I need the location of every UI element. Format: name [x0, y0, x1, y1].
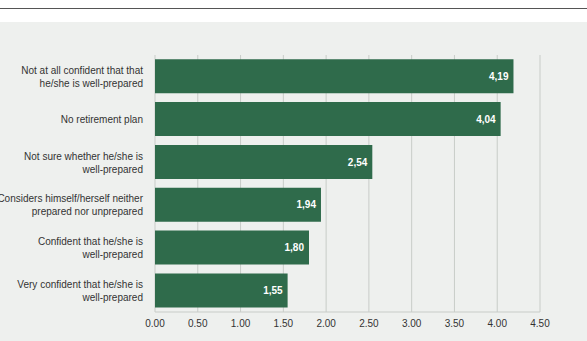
- svg-text:Not at all confident that that: Not at all confident that thathe/she is …: [21, 65, 143, 89]
- svg-text:4,19: 4,19: [489, 71, 509, 82]
- svg-text:Not sure whether he/she iswell: Not sure whether he/she iswell-prepared: [24, 151, 143, 175]
- svg-text:0.50: 0.50: [188, 318, 208, 329]
- svg-text:1,55: 1,55: [263, 285, 283, 296]
- svg-text:1.00: 1.00: [231, 318, 251, 329]
- svg-text:2,54: 2,54: [348, 157, 368, 168]
- svg-text:No retirement plan: No retirement plan: [61, 114, 143, 125]
- svg-text:Considers himself/herself neit: Considers himself/herself neitherprepare…: [8, 193, 144, 217]
- svg-text:1,94: 1,94: [297, 199, 317, 210]
- svg-text:4.00: 4.00: [487, 318, 507, 329]
- svg-text:4.50: 4.50: [530, 318, 550, 329]
- svg-text:2.50: 2.50: [359, 318, 379, 329]
- svg-text:4,04: 4,04: [476, 114, 496, 125]
- svg-text:1.50: 1.50: [274, 318, 294, 329]
- svg-text:2.00: 2.00: [316, 318, 336, 329]
- svg-text:1,80: 1,80: [285, 242, 305, 253]
- svg-text:3.50: 3.50: [445, 318, 465, 329]
- svg-text:Confident that he/she iswell-p: Confident that he/she iswell-prepared: [38, 236, 143, 260]
- svg-text:3.00: 3.00: [402, 318, 422, 329]
- svg-text:0.00: 0.00: [145, 318, 165, 329]
- svg-text:Very confident that he/she isw: Very confident that he/she iswell-prepar…: [17, 279, 143, 303]
